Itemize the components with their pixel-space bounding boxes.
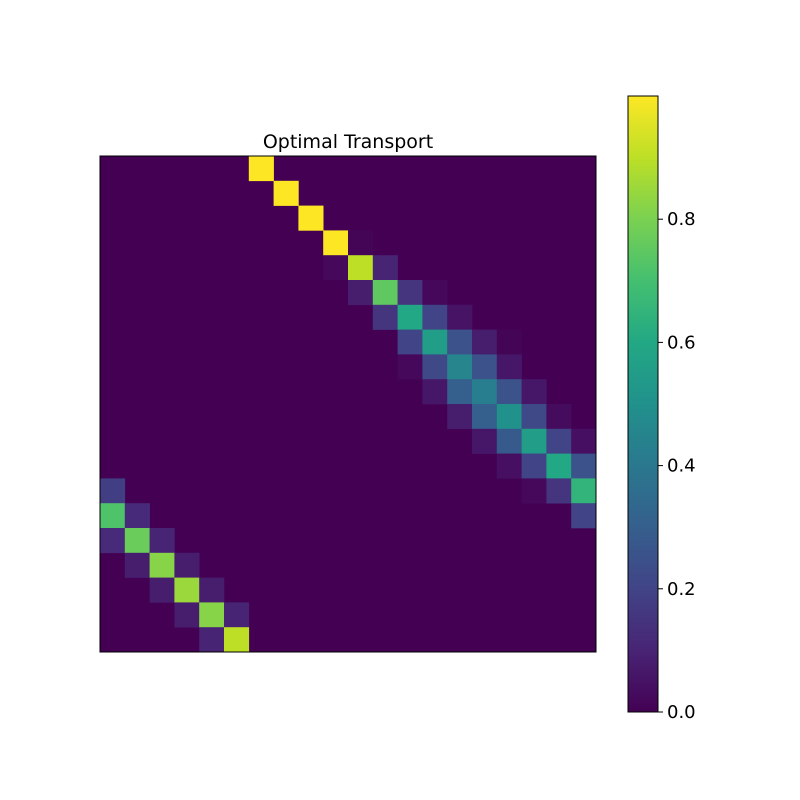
heatmap-cell [124,528,150,554]
heatmap-cell [546,404,572,430]
colorbar-tick-label: 0.2 [667,579,696,600]
heatmap-cell [496,404,522,430]
colorbar-tick-label: 0.6 [667,332,696,353]
heatmap-cell [149,577,175,603]
heatmap-cell [447,329,473,355]
heatmap-cell [422,329,448,355]
heatmap-cell [248,156,274,182]
heatmap-cell [397,354,423,380]
heatmap-cell [199,602,225,628]
heatmap-cell [348,255,374,281]
heatmap-cells [100,156,597,653]
heatmap-cell [199,577,225,603]
heatmap-cell [422,280,448,306]
colorbar-ticks: 0.0 0.2 0.4 0.6 0.8 [658,209,696,723]
heatmap-cell [496,354,522,380]
heatmap-cell [472,404,498,430]
chart-title: Optimal Transport [263,131,433,153]
heatmap-cell [472,354,498,380]
heatmap-cell [521,428,547,454]
heatmap-cell [521,478,547,504]
heatmap-cell [100,528,126,554]
heatmap-cell [124,552,150,578]
colorbar-tick-label: 0.8 [667,209,696,230]
heatmap-cell [298,205,324,231]
heatmap-cell [447,379,473,405]
heatmap-cell [546,453,572,479]
heatmap-cell [100,478,126,504]
heatmap-cell [224,627,250,653]
heatmap-cell [174,552,200,578]
heatmap-cell [323,230,349,256]
heatmap-cell [273,180,299,206]
colorbar-tick-label: 0.4 [667,456,696,477]
heatmap-cell [422,379,448,405]
heatmap-cell [348,230,374,256]
heatmap-cell [397,329,423,355]
heatmap-cell [447,304,473,330]
heatmap-cell [372,255,398,281]
heatmap-cell [447,354,473,380]
heatmap-cell [571,503,597,529]
heatmap-cell [397,304,423,330]
heatmap-cell [372,304,398,330]
colorbar-tick-label: 0.0 [667,702,696,723]
colorbar [627,95,659,713]
heatmap-cell [397,280,423,306]
heatmap-cell [521,453,547,479]
heatmap-cell [199,627,225,653]
heatmap-cell [496,428,522,454]
heatmap-cell [174,602,200,628]
heatmap-cell [149,552,175,578]
heatmap-cell [348,280,374,306]
heatmap-cell [496,453,522,479]
heatmap-cell [571,478,597,504]
heatmap-cell [372,280,398,306]
heatmap-cell [521,404,547,430]
heatmap-cell [124,503,150,529]
heatmap-cell [472,329,498,355]
heatmap-cell [571,453,597,479]
heatmap-cell [521,379,547,405]
heatmap-frame [99,155,597,653]
heatmap-cell [472,379,498,405]
heatmap-cell [149,528,175,554]
heatmap-cell [174,577,200,603]
heatmap-cell [422,354,448,380]
heatmap-cell [422,304,448,330]
heatmap-cell [323,255,349,281]
heatmap-cell [496,379,522,405]
heatmap-cell [496,329,522,355]
heatmap-cell [472,428,498,454]
heatmap-cell [546,428,572,454]
heatmap-cell [100,503,126,529]
heatmap-cell [571,428,597,454]
heatmap-cell [546,478,572,504]
heatmap-cell [447,404,473,430]
heatmap-cell [224,602,250,628]
